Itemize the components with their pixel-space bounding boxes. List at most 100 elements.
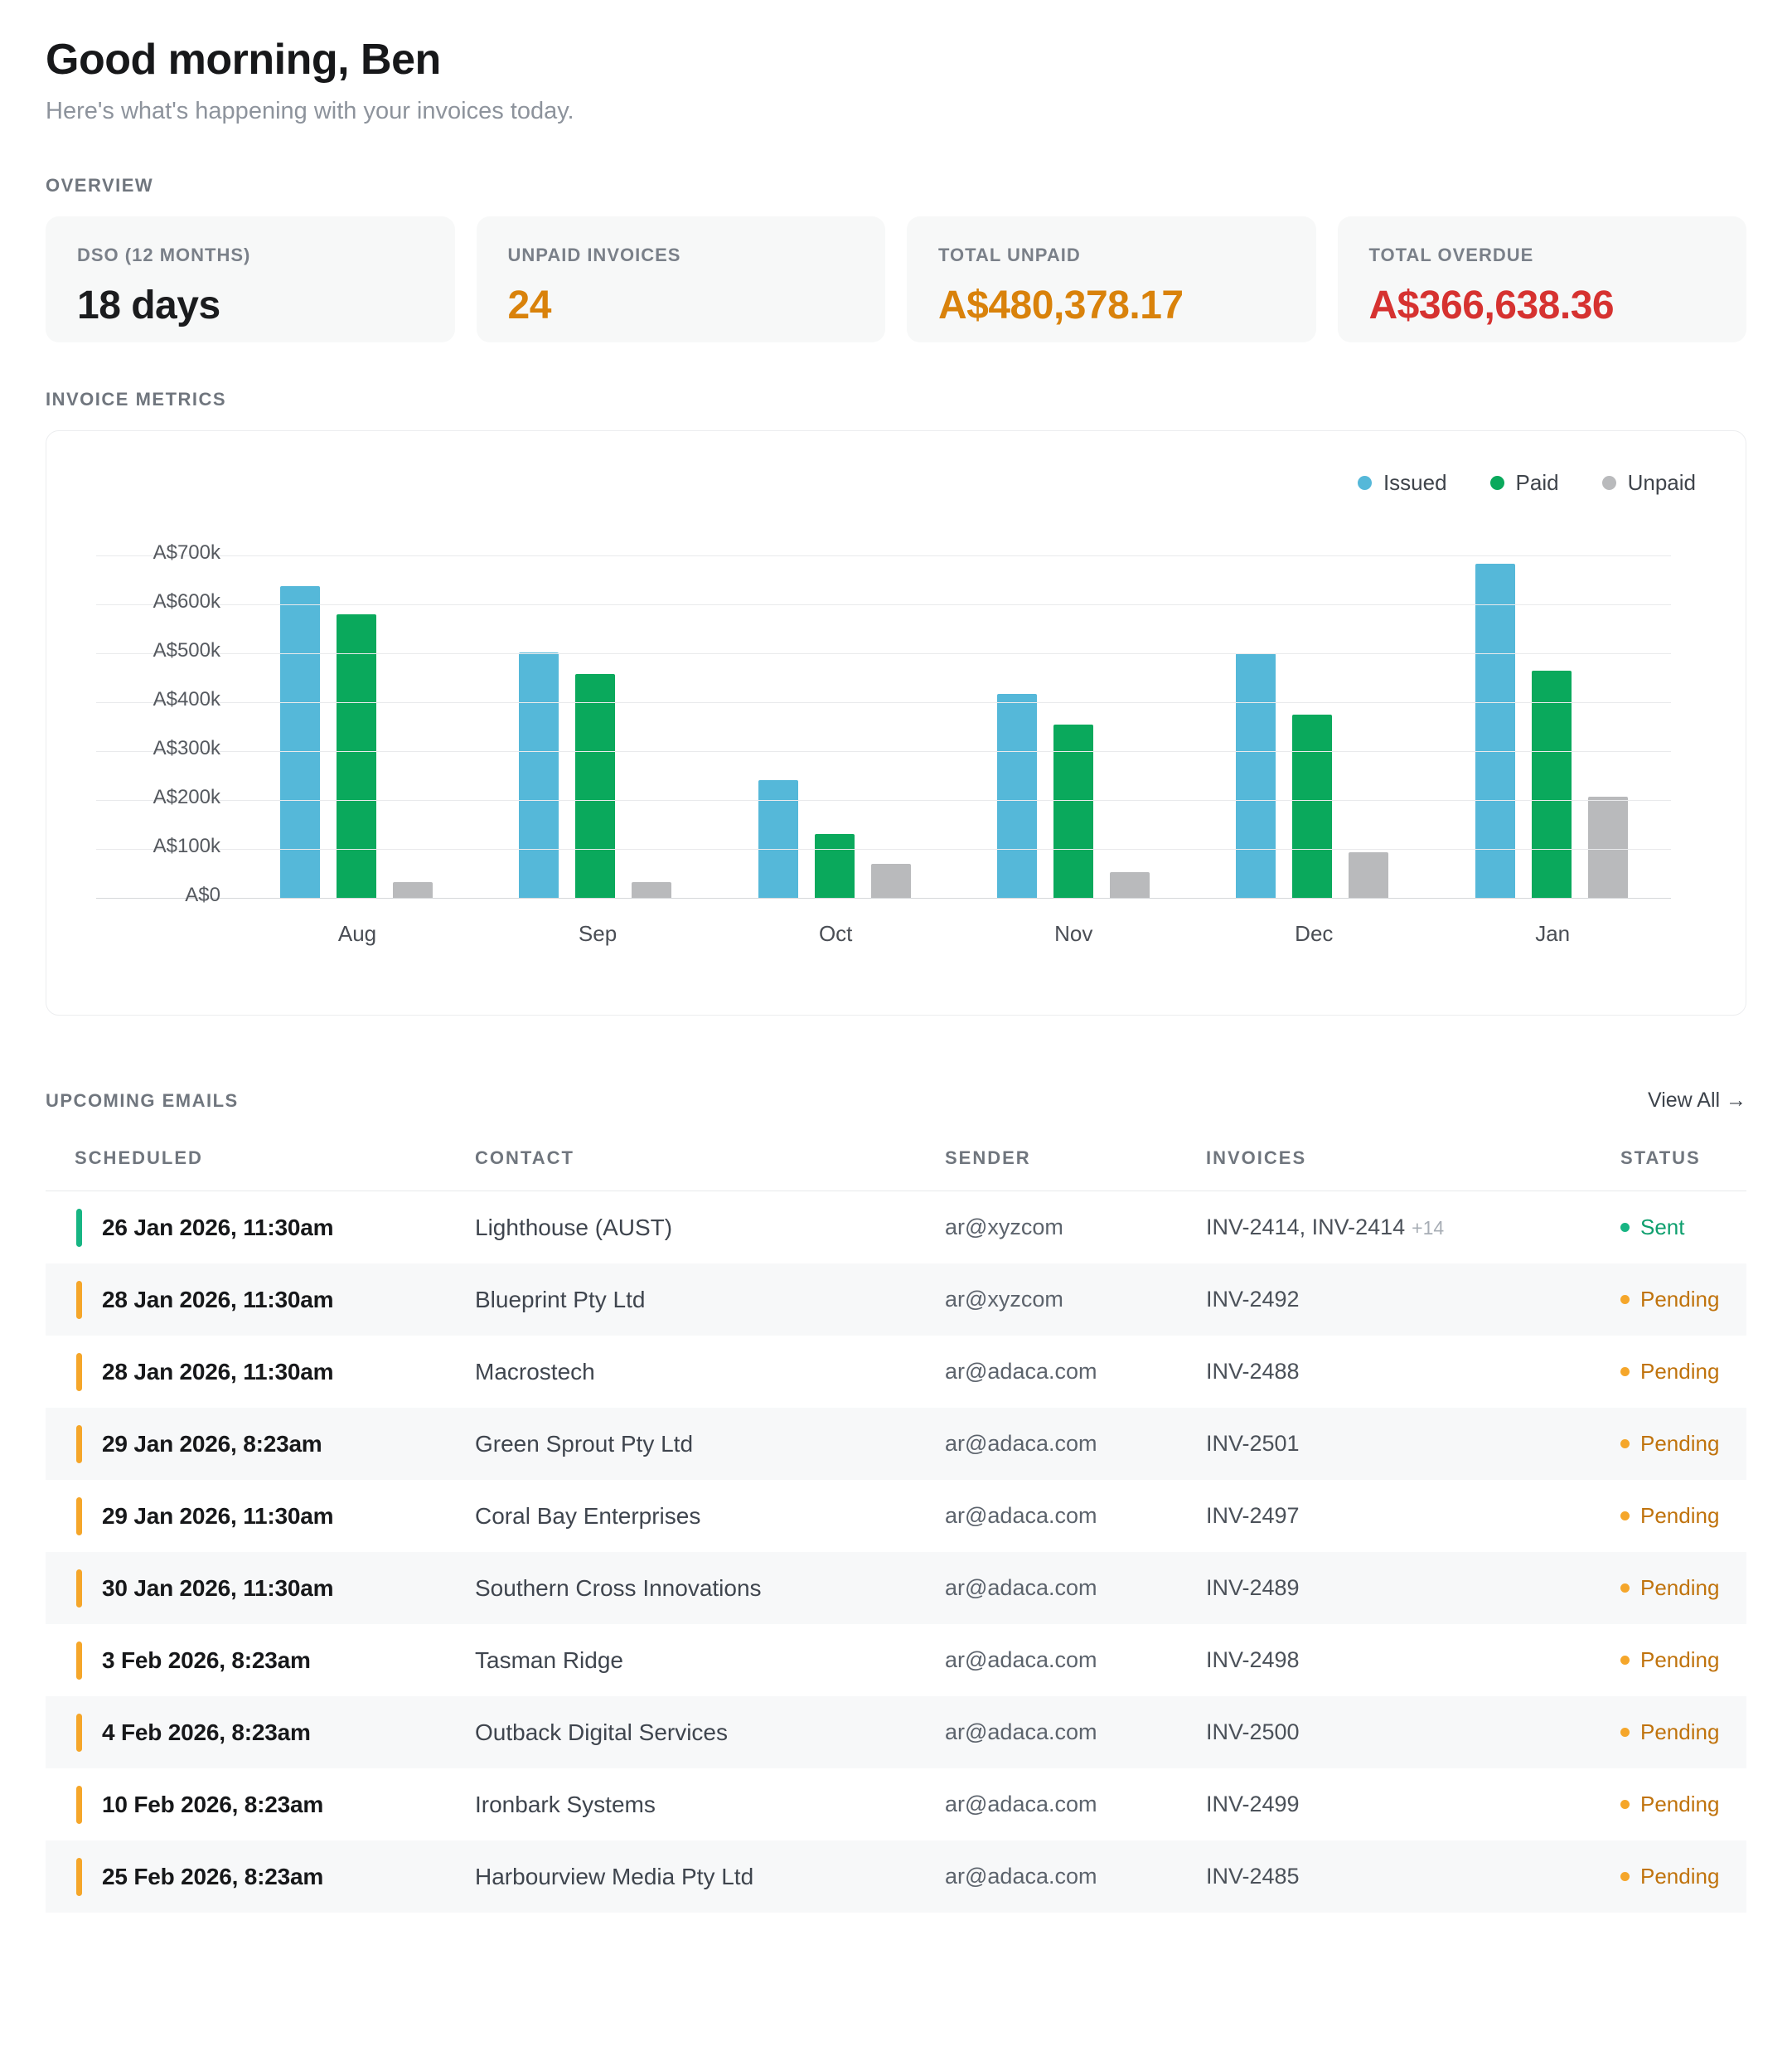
invoice-numbers: INV-2499	[1206, 1792, 1300, 1816]
contact-cell: Lighthouse (AUST)	[475, 1214, 673, 1240]
view-all-link[interactable]: View All →	[1647, 1089, 1746, 1112]
scheduled-cell: 30 Jan 2026, 11:30am	[46, 1569, 475, 1608]
invoice-numbers: INV-2497	[1206, 1503, 1300, 1528]
invoices-cell: INV-2498	[1206, 1647, 1575, 1673]
contact-cell: Tasman Ridge	[475, 1646, 623, 1673]
status-label: Pending	[1640, 1647, 1720, 1672]
status-label: Pending	[1640, 1575, 1720, 1600]
bar-paid-dec	[1292, 715, 1333, 898]
status-cell: Pending	[1575, 1792, 1746, 1817]
status-cell: Pending	[1575, 1287, 1746, 1312]
row-accent-bar	[76, 1785, 82, 1824]
overview-cards: DSO (12 MONTHS) 18 days UNPAID INVOICES …	[46, 216, 1746, 342]
table-row[interactable]: 29 Jan 2026, 11:30am Coral Bay Enterpris…	[46, 1480, 1746, 1552]
x-axis-label-dec: Dec	[1295, 921, 1334, 946]
status-label: Pending	[1640, 1503, 1720, 1528]
legend-item-paid[interactable]: Paid	[1489, 469, 1559, 496]
chart-plot: A$0 A$100k A$200k A$300k A$400k A$500k A$600k A…	[96, 541, 1696, 906]
y-axis-tick-label: A$200k	[153, 786, 220, 809]
dashboard-page: Good morning, Ben Here's what's happenin…	[0, 35, 1792, 1913]
invoice-numbers: INV-2498	[1206, 1647, 1300, 1672]
row-accent-bar	[76, 1424, 82, 1463]
table-row[interactable]: 28 Jan 2026, 11:30am Blueprint Pty Ltd a…	[46, 1263, 1746, 1336]
invoices-cell: INV-2499	[1206, 1792, 1575, 1817]
scheduled-date: 29 Jan 2026, 11:30am	[102, 1502, 334, 1529]
row-accent-bar	[76, 1569, 82, 1608]
page-subtitle: Here's what's happening with your invoic…	[46, 98, 574, 124]
status-label: Pending	[1640, 1719, 1720, 1744]
invoice-metrics-chart: Issued Paid Unpaid A$0 A$100k A$200k A$300k A$…	[46, 430, 1746, 1016]
status-dot-icon	[1620, 1583, 1630, 1593]
scheduled-date: 25 Feb 2026, 8:23am	[102, 1863, 324, 1889]
stat-card-value: A$480,378.17	[938, 284, 1184, 327]
scheduled-date: 10 Feb 2026, 8:23am	[102, 1791, 324, 1817]
gridline	[96, 653, 1671, 654]
invoices-cell: INV-2489	[1206, 1575, 1575, 1601]
upcoming-emails-table: SCHEDULED CONTACT SENDER INVOICES STATUS…	[46, 1147, 1746, 1913]
stat-card-total-overdue: TOTAL OVERDUE A$366,638.36	[1337, 216, 1746, 342]
scheduled-cell: 10 Feb 2026, 8:23am	[46, 1785, 475, 1824]
gridline	[96, 604, 1671, 605]
x-axis-label-oct: Oct	[818, 921, 853, 946]
status-dot-icon	[1620, 1439, 1630, 1448]
stat-card-label: TOTAL UNPAID	[938, 245, 1081, 265]
scheduled-date: 28 Jan 2026, 11:30am	[102, 1286, 334, 1312]
table-row[interactable]: 10 Feb 2026, 8:23am Ironbark Systems ar@…	[46, 1768, 1746, 1840]
invoice-numbers: INV-2500	[1206, 1719, 1300, 1744]
table-row[interactable]: 26 Jan 2026, 11:30am Lighthouse (AUST) a…	[46, 1191, 1746, 1263]
column-header-invoices: INVOICES	[1206, 1147, 1307, 1168]
contact-cell: Southern Cross Innovations	[475, 1574, 762, 1601]
status-dot-icon	[1620, 1800, 1630, 1809]
y-axis-tick-label: A$0	[185, 884, 220, 907]
table-row[interactable]: 30 Jan 2026, 11:30am Southern Cross Inno…	[46, 1552, 1746, 1624]
legend-item-unpaid[interactable]: Unpaid	[1601, 469, 1696, 496]
column-header-sender: SENDER	[945, 1147, 1031, 1168]
bar-issued-jan	[1475, 564, 1515, 898]
legend-label: Paid	[1515, 469, 1559, 495]
table-row[interactable]: 29 Jan 2026, 8:23am Green Sprout Pty Ltd…	[46, 1408, 1746, 1480]
bar-unpaid-oct	[870, 864, 911, 898]
y-axis-tick-label: A$300k	[153, 737, 220, 760]
status-label: Sent	[1640, 1215, 1685, 1239]
invoice-numbers: INV-2501	[1206, 1431, 1300, 1456]
stat-card-value: 18 days	[77, 284, 220, 327]
upcoming-emails-section-label: UPCOMING EMAILS	[46, 1089, 239, 1111]
sender-cell: ar@adaca.com	[945, 1575, 1097, 1600]
contact-cell: Blueprint Pty Ltd	[475, 1286, 646, 1312]
invoice-numbers: INV-2492	[1206, 1287, 1300, 1312]
contact-cell: Ironbark Systems	[475, 1791, 656, 1817]
bar-paid-jan	[1531, 671, 1572, 898]
invoice-numbers: INV-2414, INV-2414	[1206, 1215, 1406, 1239]
row-accent-bar	[76, 1713, 82, 1752]
invoices-cell: INV-2497	[1206, 1503, 1575, 1529]
status-cell: Pending	[1575, 1431, 1746, 1457]
row-accent-bar	[76, 1280, 82, 1319]
table-row[interactable]: 25 Feb 2026, 8:23am Harbourview Media Pt…	[46, 1840, 1746, 1913]
table-row[interactable]: 3 Feb 2026, 8:23am Tasman Ridge ar@adaca…	[46, 1624, 1746, 1696]
legend-item-issued[interactable]: Issued	[1357, 470, 1447, 496]
x-axis-label-jan: Jan	[1535, 921, 1571, 946]
row-accent-bar	[76, 1352, 82, 1391]
sender-cell: ar@adaca.com	[945, 1864, 1097, 1889]
bar-group-sep	[519, 555, 672, 898]
status-label: Pending	[1640, 1431, 1720, 1456]
bar-group-dec	[1236, 555, 1389, 898]
bar-group-nov	[997, 555, 1150, 898]
bar-paid-nov	[1053, 725, 1094, 898]
column-header-contact: CONTACT	[475, 1147, 574, 1168]
invoices-cell: INV-2488	[1206, 1359, 1575, 1385]
legend-dot-icon	[1601, 475, 1616, 490]
table-row[interactable]: 4 Feb 2026, 8:23am Outback Digital Servi…	[46, 1696, 1746, 1768]
status-label: Pending	[1640, 1359, 1720, 1384]
scheduled-date: 26 Jan 2026, 11:30am	[102, 1214, 334, 1240]
table-body: 26 Jan 2026, 11:30am Lighthouse (AUST) a…	[46, 1191, 1746, 1913]
invoices-cell: INV-2500	[1206, 1719, 1575, 1745]
gridline	[96, 751, 1671, 752]
status-dot-icon	[1620, 1295, 1630, 1304]
status-cell: Pending	[1575, 1503, 1746, 1529]
status-dot-icon	[1620, 1872, 1630, 1881]
legend-label: Unpaid	[1627, 469, 1696, 495]
stat-card-dso: DSO (12 MONTHS) 18 days	[46, 216, 455, 342]
upcoming-emails-header: UPCOMING EMAILS View All →	[46, 1089, 1746, 1113]
table-row[interactable]: 28 Jan 2026, 11:30am Macrostech ar@adaca…	[46, 1336, 1746, 1408]
